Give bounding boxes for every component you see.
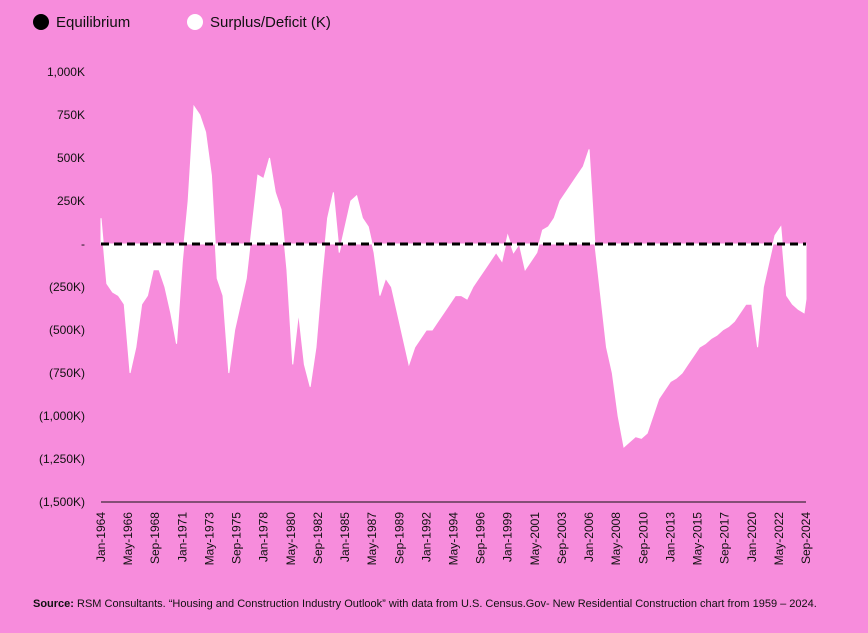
- x-tick-label: May-1994: [447, 512, 461, 566]
- legend-label: Surplus/Deficit (K): [210, 14, 331, 31]
- x-tick-label: May-1966: [121, 512, 135, 566]
- y-tick-label: 1,000K: [47, 65, 85, 79]
- x-tick-label: Sep-1968: [148, 512, 162, 564]
- x-tick-label: Jan-2006: [582, 512, 596, 562]
- x-tick-label: Jan-1978: [257, 512, 271, 562]
- source-text: RSM Consultants. “Housing and Constructi…: [77, 598, 817, 610]
- x-tick-label: Jan-2020: [745, 512, 759, 562]
- x-tick-label: Sep-2003: [555, 512, 569, 564]
- x-tick-label: May-1987: [365, 512, 379, 566]
- area: [100, 104, 807, 448]
- x-tick-label: Sep-2010: [636, 512, 650, 564]
- y-tick-label: 250K: [57, 194, 85, 208]
- x-tick-label: Jan-1985: [338, 512, 352, 562]
- source-label: Source:: [33, 598, 74, 610]
- x-tick-label: Sep-1989: [392, 512, 406, 564]
- y-tick-label: 500K: [57, 151, 85, 165]
- x-tick-label: Sep-2017: [718, 512, 732, 564]
- y-tick-label: (250K): [49, 280, 85, 294]
- legend-swatch: [187, 14, 203, 30]
- x-tick-label: Jan-1992: [419, 512, 433, 562]
- y-tick-label: (500K): [49, 323, 85, 337]
- y-tick-label: 750K: [57, 108, 85, 122]
- y-tick-label: (1,250K): [39, 452, 85, 466]
- legend-label: Equilibrium: [56, 14, 130, 31]
- x-tick-label: May-2015: [691, 512, 705, 566]
- y-tick-label: -: [81, 237, 85, 251]
- x-tick-label: Jan-1964: [94, 512, 108, 562]
- x-tick-label: May-1980: [284, 512, 298, 566]
- x-tick-label: Sep-1975: [230, 512, 244, 564]
- x-tick-label: Sep-1996: [474, 512, 488, 564]
- y-tick-label: (750K): [49, 366, 85, 380]
- x-tick-label: Jan-2013: [663, 512, 677, 562]
- x-tick-label: Sep-1982: [311, 512, 325, 564]
- x-tick-label: Jan-1999: [501, 512, 515, 562]
- x-tick-label: Jan-1971: [175, 512, 189, 562]
- x-tick-label: May-1973: [202, 512, 216, 566]
- legend-swatch: [33, 14, 49, 30]
- x-tick-label: May-2022: [772, 512, 786, 566]
- x-tick-label: May-2008: [609, 512, 623, 566]
- y-tick-label: (1,000K): [39, 409, 85, 423]
- x-tick-label: May-2001: [528, 512, 542, 566]
- source: Source: RSM Consultants. “Housing and Co…: [33, 598, 817, 610]
- x-tick-label: Sep-2024: [799, 512, 813, 564]
- y-tick-label: (1,500K): [39, 495, 85, 509]
